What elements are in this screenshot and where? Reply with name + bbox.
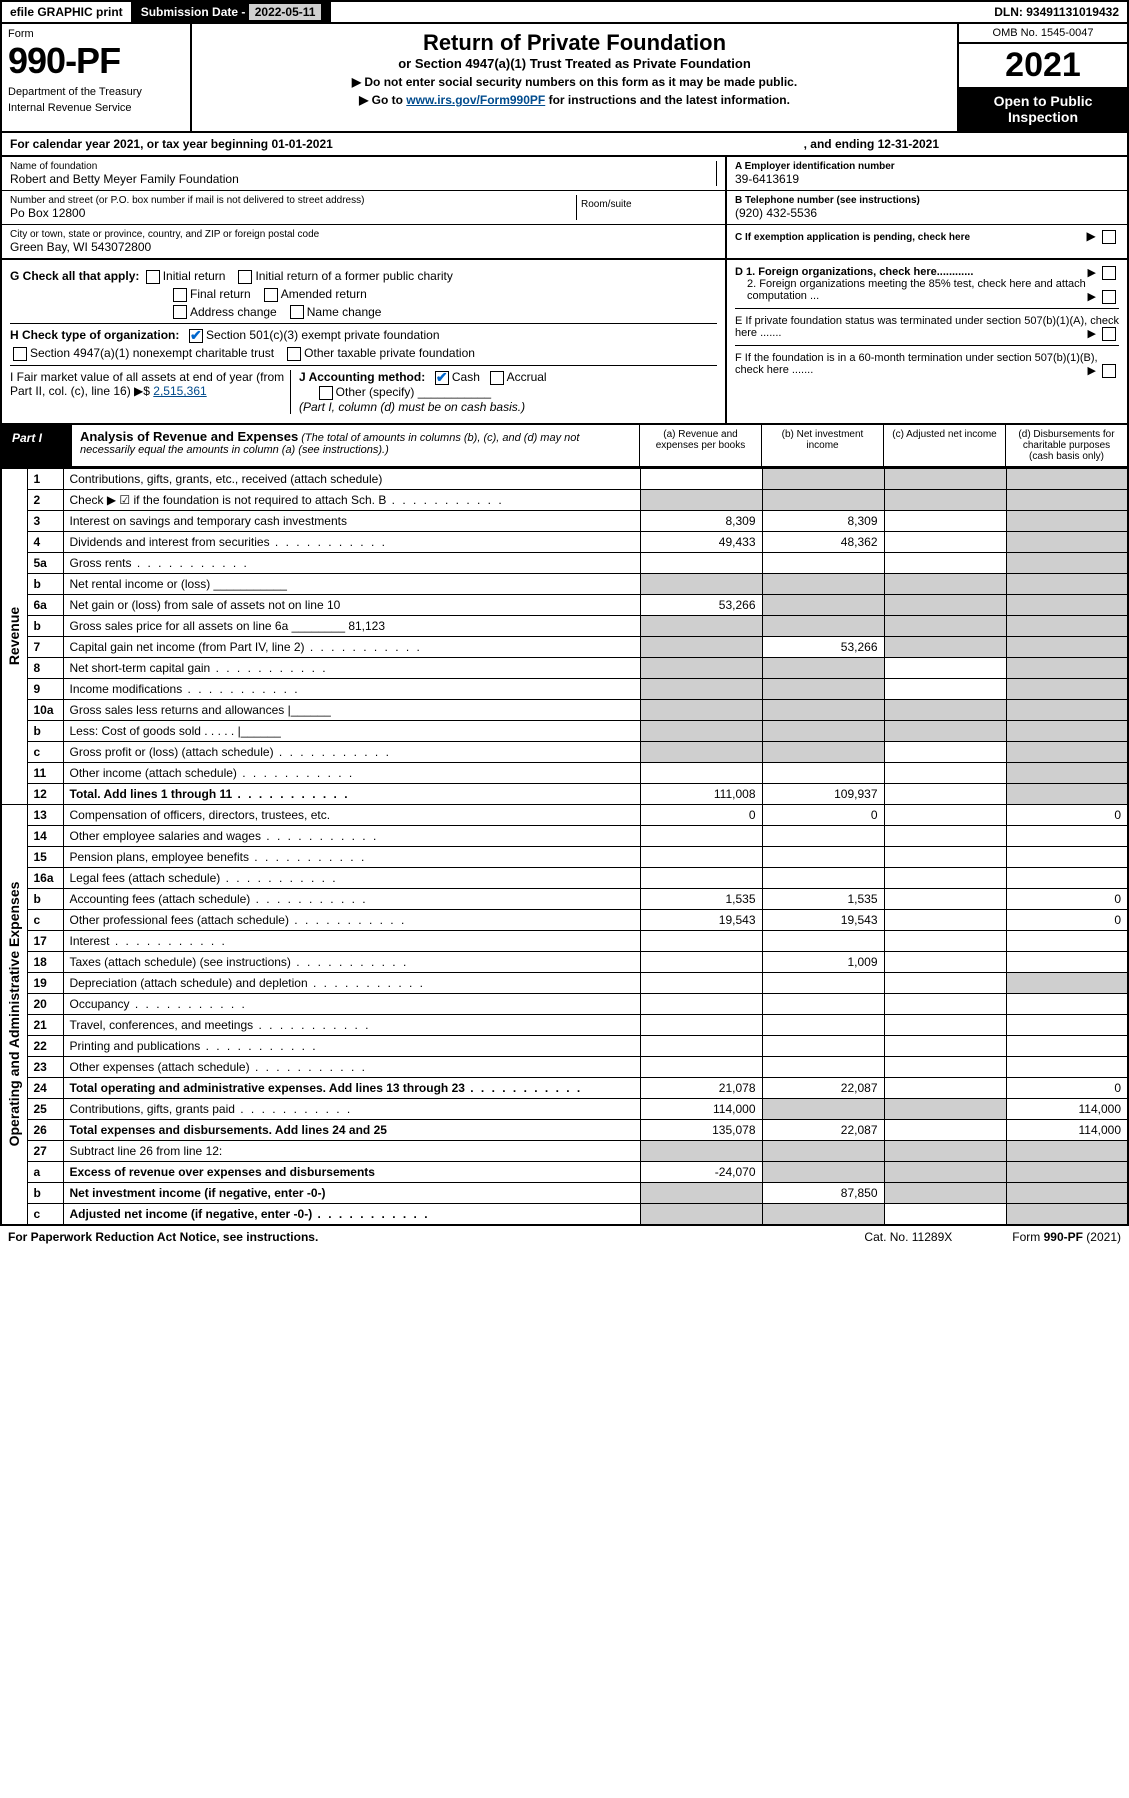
page-footer: For Paperwork Reduction Act Notice, see … bbox=[0, 1226, 1129, 1248]
fmv-link[interactable]: 2,515,361 bbox=[153, 384, 206, 398]
form-number: 990-PF bbox=[8, 40, 184, 82]
checkbox-501c3[interactable] bbox=[189, 329, 203, 343]
table-row: bAccounting fees (attach schedule)1,5351… bbox=[1, 888, 1128, 909]
table-row: cGross profit or (loss) (attach schedule… bbox=[1, 741, 1128, 762]
entity-info: Name of foundation Robert and Betty Meye… bbox=[0, 157, 1129, 260]
table-row: 19Depreciation (attach schedule) and dep… bbox=[1, 972, 1128, 993]
checkbox-cash[interactable] bbox=[435, 371, 449, 385]
checkbox-f[interactable] bbox=[1102, 364, 1116, 378]
table-row: 27Subtract line 26 from line 12: bbox=[1, 1140, 1128, 1161]
table-row: 14Other employee salaries and wages bbox=[1, 825, 1128, 846]
form-header: Form 990-PF Department of the Treasury I… bbox=[0, 24, 1129, 133]
table-row: 12Total. Add lines 1 through 11111,00810… bbox=[1, 783, 1128, 804]
checkbox-initial-former[interactable] bbox=[238, 270, 252, 284]
table-row: 21Travel, conferences, and meetings bbox=[1, 1014, 1128, 1035]
revenue-expense-table: Revenue1Contributions, gifts, grants, et… bbox=[0, 468, 1129, 1226]
checkboxes-section: G Check all that apply: Initial return I… bbox=[0, 260, 1129, 425]
table-row: Revenue1Contributions, gifts, grants, et… bbox=[1, 468, 1128, 489]
table-row: 2Check ▶ ☑ if the foundation is not requ… bbox=[1, 489, 1128, 510]
table-row: 6aNet gain or (loss) from sale of assets… bbox=[1, 594, 1128, 615]
table-row: bGross sales price for all assets on lin… bbox=[1, 615, 1128, 636]
submission-date: Submission Date - 2022-05-11 bbox=[133, 2, 332, 22]
table-row: 8Net short-term capital gain bbox=[1, 657, 1128, 678]
table-row: 3Interest on savings and temporary cash … bbox=[1, 510, 1128, 531]
tax-year: 2021 bbox=[959, 44, 1127, 87]
table-row: bNet rental income or (loss) ___________ bbox=[1, 573, 1128, 594]
foundation-address: Po Box 12800 bbox=[10, 206, 576, 220]
table-row: 5aGross rents bbox=[1, 552, 1128, 573]
table-row: 25Contributions, gifts, grants paid114,0… bbox=[1, 1098, 1128, 1119]
table-row: bNet investment income (if negative, ent… bbox=[1, 1182, 1128, 1203]
calendar-year-row: For calendar year 2021, or tax year begi… bbox=[0, 133, 1129, 157]
foundation-city: Green Bay, WI 543072800 bbox=[10, 240, 717, 254]
table-row: 16aLegal fees (attach schedule) bbox=[1, 867, 1128, 888]
table-row: 9Income modifications bbox=[1, 678, 1128, 699]
checkbox-final-return[interactable] bbox=[173, 288, 187, 302]
table-row: 11Other income (attach schedule) bbox=[1, 762, 1128, 783]
table-row: 24Total operating and administrative exp… bbox=[1, 1077, 1128, 1098]
table-row: 22Printing and publications bbox=[1, 1035, 1128, 1056]
table-row: 7Capital gain net income (from Part IV, … bbox=[1, 636, 1128, 657]
table-row: 18Taxes (attach schedule) (see instructi… bbox=[1, 951, 1128, 972]
header-mid: Return of Private Foundation or Section … bbox=[192, 24, 957, 131]
telephone: (920) 432-5536 bbox=[735, 206, 1119, 220]
efile-label: efile GRAPHIC print bbox=[2, 2, 133, 22]
table-row: 17Interest bbox=[1, 930, 1128, 951]
checkbox-initial-return[interactable] bbox=[146, 270, 160, 284]
table-row: 4Dividends and interest from securities4… bbox=[1, 531, 1128, 552]
dln: DLN: 93491131019432 bbox=[986, 2, 1127, 22]
checkbox-name-change[interactable] bbox=[290, 305, 304, 319]
checkbox-other-taxable[interactable] bbox=[287, 347, 301, 361]
table-row: 15Pension plans, employee benefits bbox=[1, 846, 1128, 867]
checkbox-d2[interactable] bbox=[1102, 290, 1116, 304]
table-row: Operating and Administrative Expenses13C… bbox=[1, 804, 1128, 825]
checkbox-accrual[interactable] bbox=[490, 371, 504, 385]
table-row: 10aGross sales less returns and allowanc… bbox=[1, 699, 1128, 720]
header-left: Form 990-PF Department of the Treasury I… bbox=[2, 24, 192, 131]
table-row: cAdjusted net income (if negative, enter… bbox=[1, 1203, 1128, 1225]
checkbox-other-method[interactable] bbox=[319, 386, 333, 400]
ein: 39-6413619 bbox=[735, 172, 1119, 186]
table-row: 23Other expenses (attach schedule) bbox=[1, 1056, 1128, 1077]
part1-header: Part I Analysis of Revenue and Expenses … bbox=[0, 425, 1129, 468]
checkbox-c[interactable] bbox=[1102, 230, 1116, 244]
checkbox-amended[interactable] bbox=[264, 288, 278, 302]
table-row: cOther professional fees (attach schedul… bbox=[1, 909, 1128, 930]
table-row: bLess: Cost of goods sold . . . . . |___… bbox=[1, 720, 1128, 741]
checkbox-address-change[interactable] bbox=[173, 305, 187, 319]
checkbox-4947[interactable] bbox=[13, 347, 27, 361]
topbar: efile GRAPHIC print Submission Date - 20… bbox=[0, 0, 1129, 24]
table-row: 20Occupancy bbox=[1, 993, 1128, 1014]
header-right: OMB No. 1545-0047 2021 Open to Public In… bbox=[957, 24, 1127, 131]
table-row: 26Total expenses and disbursements. Add … bbox=[1, 1119, 1128, 1140]
foundation-name: Robert and Betty Meyer Family Foundation bbox=[10, 172, 716, 186]
instructions-link[interactable]: ▶ Go to www.irs.gov/Form990PF for instru… bbox=[200, 93, 949, 107]
table-row: aExcess of revenue over expenses and dis… bbox=[1, 1161, 1128, 1182]
checkbox-d1[interactable] bbox=[1102, 266, 1116, 280]
checkbox-e[interactable] bbox=[1102, 327, 1116, 341]
